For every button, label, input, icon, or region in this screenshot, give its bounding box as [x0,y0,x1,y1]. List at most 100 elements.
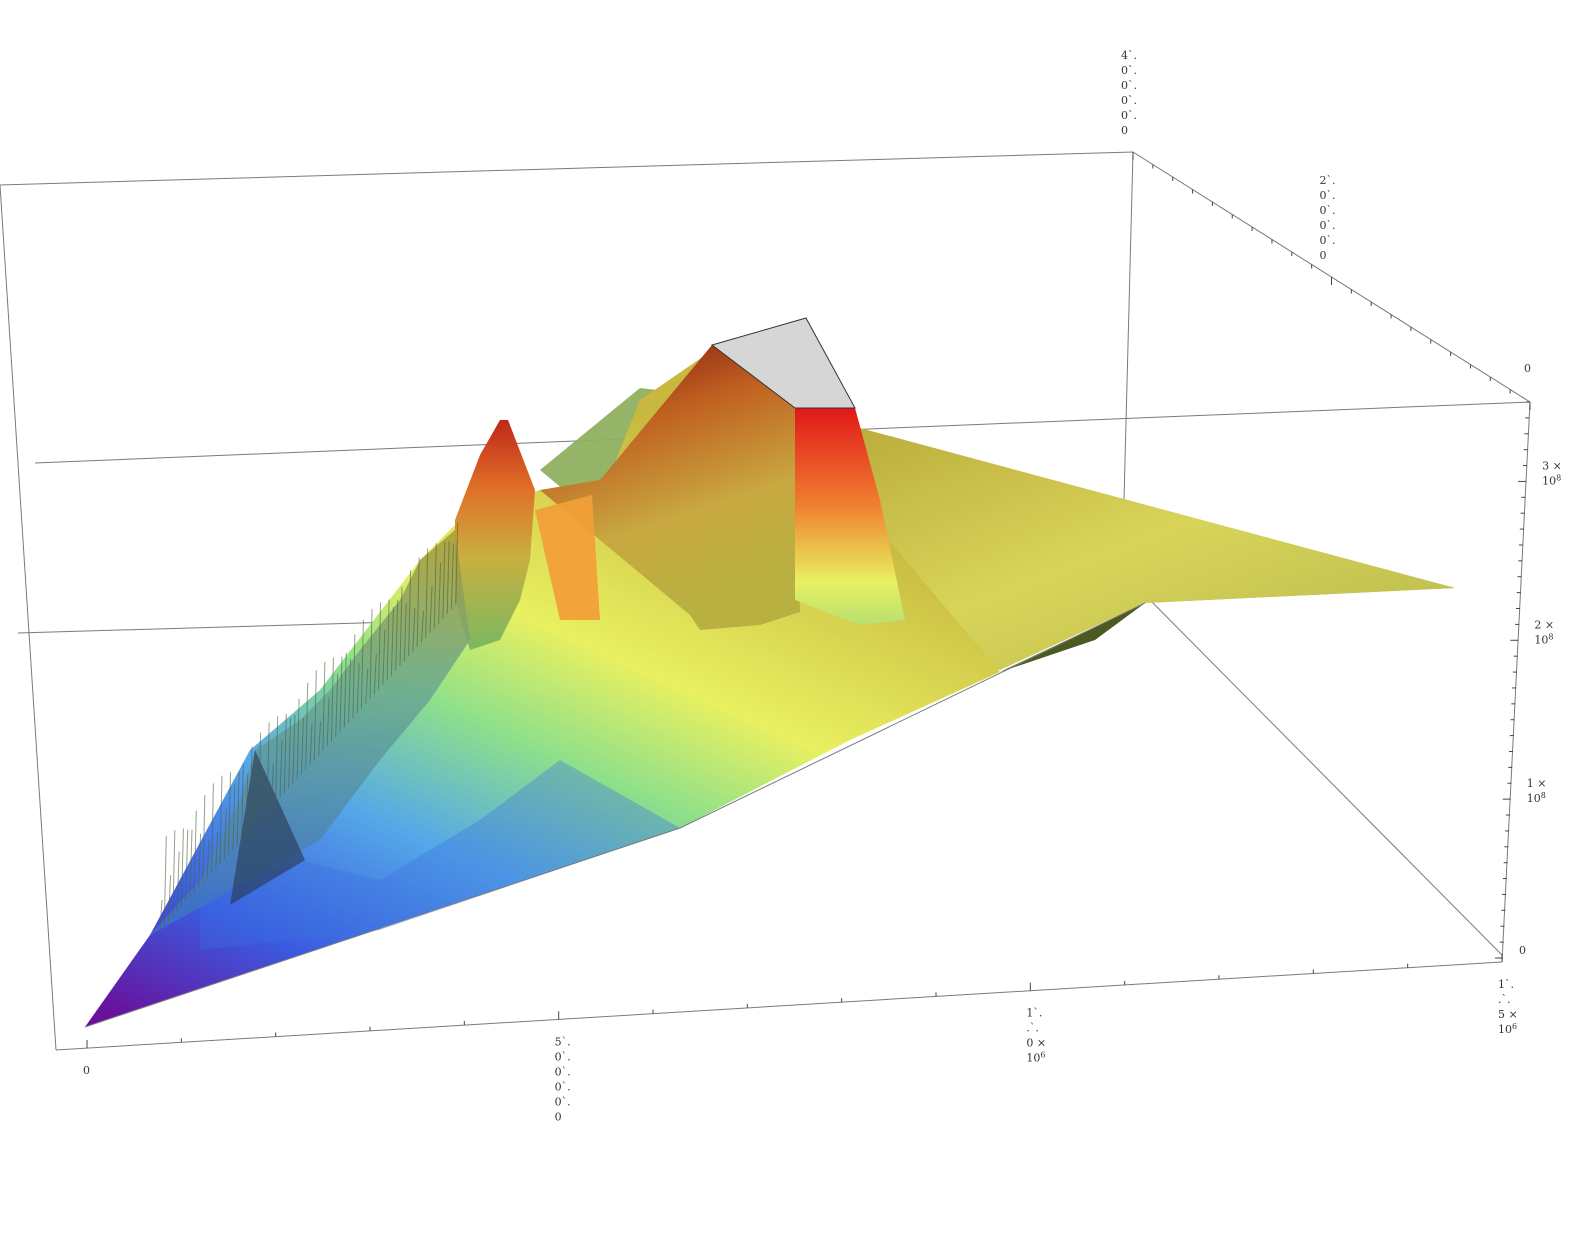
x-tick-label-line: 0`. [555,1050,571,1063]
spike-striation [266,722,270,813]
y-tick-label-line: 0 [1320,249,1327,262]
y-tick-label-line: 0`. [1320,234,1336,247]
surface-left-spikes [150,530,470,935]
spike-striation [446,540,450,615]
spike-striation [249,746,253,832]
spike-striation [429,586,433,634]
y-tick-label-line: 0 [1121,124,1128,137]
spike-striation [395,599,399,671]
x-tick-label-line: .`. [1498,993,1511,1006]
z-tick-label: 1 × 108 [1527,777,1547,805]
spike-striation [335,673,339,737]
x-tick-label-line: 0`. [555,1080,571,1093]
spike-striation [433,543,437,629]
y-tick-label-line: 0`. [1121,79,1137,92]
spike-striation [455,522,459,605]
y-tick-label-line: 0`. [1320,219,1336,232]
plot-box-front [55,401,1531,1051]
z-tick-label-line: 1 × [1527,777,1547,790]
spike-striation [210,783,214,874]
y-tick-label-line: 0`. [1320,204,1336,217]
spike-striation [313,670,317,761]
spike-striation [275,716,279,803]
spike-striation [245,773,249,836]
y-tick-label: 2`. 0`. 0`. 0`. 0`. 0 [1320,174,1336,262]
surface-spike-striations [159,522,459,931]
spike-striation [292,714,296,784]
spike-striation [360,619,364,709]
spike-striation [168,875,172,921]
x-tick-label-line: 0 [83,1064,90,1077]
y-axis: 0 2`. 0`. 0`. 0`. 0`. 0 4`. 0`. 0`. 0`. 0`. 0 [1121,49,1531,410]
spike-striation [189,829,193,898]
z-tick-label-line: 0 [1519,944,1526,957]
spike-striation [215,832,219,869]
spike-striation [172,830,176,916]
spike-striation [202,795,206,883]
spike-striation [300,718,304,775]
spike-striation [180,828,184,907]
spike-striation [373,653,377,695]
y-tick-label: 0 [1524,362,1531,375]
x-tick-label-line: 106 [1026,1051,1045,1065]
x-tick-label-line: 0`. [555,1065,571,1078]
y-tick-label-line: 0 [1524,362,1531,375]
spike-striation [296,698,300,780]
spike-striation [438,562,442,624]
y-tick-label-line: 0`. [1121,109,1137,122]
spike-striation [270,764,274,808]
spike-striation [390,607,394,676]
spike-striation [318,721,322,756]
y-tick-label-line: 0`. [1121,64,1137,77]
spike-striation [365,668,369,704]
spike-striation [403,603,407,662]
surface-orange-shoulder [535,495,600,620]
y-tick-label-line: 2`. [1320,174,1336,187]
spike-striation [348,658,352,723]
spike-striation [288,718,292,789]
y-tick-label: 4`. 0`. 0`. 0`. 0`. 0 [1121,49,1137,137]
spike-striation [369,609,373,700]
spike-striation [343,652,347,728]
x-tick-label-line: 5 × [1498,1008,1518,1021]
spike-striation [228,771,232,855]
spike-striation [382,629,386,685]
x-tick-label: 1`. .`. 5 × 106 [1498,978,1518,1036]
surface-red-peak-face [795,408,905,625]
z-tick-label: 0 [1519,944,1526,957]
z-tick-label-line: 108 [1542,473,1561,487]
z-tick-label-line: 108 [1534,632,1553,646]
spike-striation [408,570,412,657]
x-tick-label-line: 5`. [555,1035,571,1048]
spike-striation [309,723,313,766]
surface-spike-main [455,420,535,650]
spike-striation [386,599,390,681]
surface [85,317,1455,1027]
x-tick-label-line: 0 [555,1110,562,1123]
y-tick-label-line: 0`. [1320,189,1336,202]
spike-striation [442,541,446,619]
spike-striation [330,657,334,742]
spike-striation [416,557,420,648]
z-tick-label-line: 108 [1527,791,1546,805]
x-tick-label: 1`. .`. 0 × 106 [1026,1007,1046,1065]
spike-striation [253,778,257,827]
spike-striation [425,548,429,638]
x-tick-label-line: .`. [1026,1022,1039,1035]
spike-striation [159,899,163,931]
spike-striation [240,764,244,841]
spike-striation [352,634,356,718]
spike-striation [305,682,309,770]
spike-striation [258,732,262,822]
surface-clipped-top [710,317,856,409]
surface-blue-valley [200,760,680,950]
y-tick-label-line: 4`. [1121,49,1137,62]
spike-striation [399,587,403,667]
spike-striation [198,833,202,888]
z-tick-label: 2 × 108 [1534,618,1554,646]
x-tick-label: 5`. 0`. 0`. 0`. 0`. 0 [555,1035,571,1123]
